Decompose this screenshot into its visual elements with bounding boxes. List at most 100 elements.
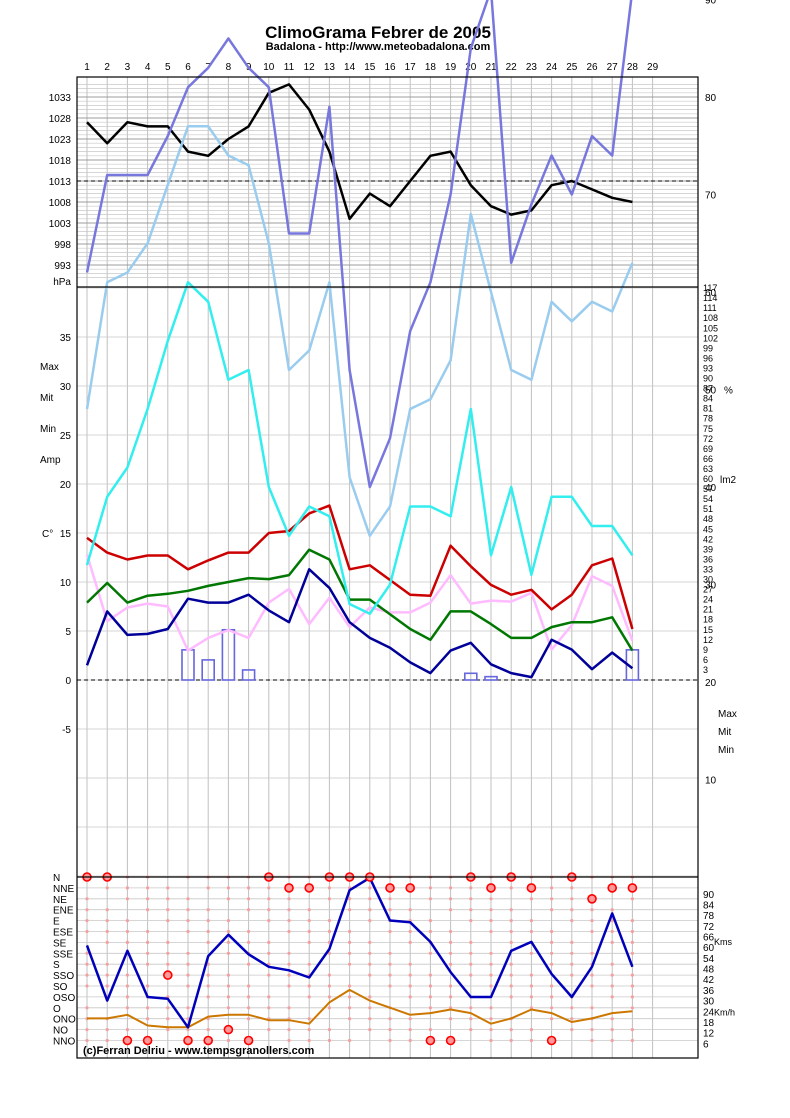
- wind-observation-dot: [509, 929, 513, 934]
- wind-speed-line: [87, 988, 633, 1029]
- rain-tick: 102: [703, 333, 718, 343]
- wind-observation-dot: [348, 940, 352, 945]
- rain-tick: 90: [703, 374, 713, 384]
- wind-observation-dot: [226, 940, 230, 945]
- humidity-legend-mit: Mit: [718, 727, 732, 738]
- wind-observation-dot: [428, 897, 432, 901]
- wind-speed-tick: 60: [703, 943, 715, 954]
- wind-observation-dot: [226, 984, 230, 988]
- wind-observation-dot: [489, 973, 493, 977]
- wind-observation-dot: [287, 984, 291, 988]
- wind-observation-dot: [610, 919, 614, 923]
- wind-observation-dot: [105, 1038, 109, 1043]
- temp-legend-min: Min: [40, 424, 56, 435]
- temp-legend-max: Max: [40, 362, 59, 373]
- wind-observation-dot: [247, 940, 251, 945]
- wind-observation-dot: [287, 962, 291, 966]
- wind-speed-tick: 18: [703, 1018, 715, 1029]
- wind-observation-dot: [105, 886, 109, 890]
- wind-observation-dot: [267, 886, 271, 890]
- wind-observation-dot: [186, 973, 190, 977]
- wind-observation-dot: [590, 984, 594, 988]
- wind-observation-dot: [368, 886, 372, 890]
- wind-observation-dot: [449, 908, 453, 912]
- wind-observation-dot: [186, 1028, 190, 1032]
- wind-observation-dot: [630, 951, 635, 955]
- wind-gust-marker: [243, 1035, 254, 1046]
- wind-observation-dot: [590, 929, 594, 934]
- wind-observation-dot: [206, 929, 210, 934]
- wind-direction-label: NO: [53, 1026, 68, 1037]
- wind-observation-dot: [226, 929, 230, 934]
- rain-tick: 117: [703, 283, 717, 293]
- wind-observation-dot: [327, 951, 331, 955]
- wind-observation-dot: [408, 940, 412, 945]
- wind-observation-dot: [125, 929, 129, 934]
- wind-observation-dot: [610, 962, 614, 966]
- panel-frames: [76, 76, 699, 1059]
- humidity-tick: 30: [705, 581, 717, 592]
- wind-gust-marker: [587, 893, 597, 904]
- pressure-line: [86, 83, 633, 221]
- day-label: 3: [125, 62, 131, 73]
- wind-direction-label: SSO: [53, 971, 74, 982]
- wind-direction-label: ONO: [53, 1015, 76, 1026]
- wind-observation-dot: [85, 951, 89, 955]
- wind-observation-dot: [428, 951, 432, 955]
- wind-gust-marker: [405, 883, 416, 893]
- wind-observation-dot: [206, 984, 210, 988]
- wind-observation-dot: [348, 1017, 352, 1021]
- wind-observation-dot: [368, 1028, 372, 1032]
- wind-speed-tick: 78: [703, 911, 715, 922]
- wind-observation-dot: [590, 919, 594, 923]
- wind-observation-dot: [267, 897, 271, 901]
- day-label: 13: [324, 62, 336, 73]
- wind-observation-dot: [469, 973, 473, 977]
- rain-tick: 9: [703, 645, 708, 655]
- rain-tick: 84: [703, 394, 713, 404]
- wind-observation-dot: [348, 897, 352, 901]
- wind-observation-dot: [166, 962, 170, 966]
- wind-observation-dot: [529, 929, 534, 934]
- wind-observation-dot: [570, 973, 574, 977]
- wind-observation-dot: [570, 897, 574, 901]
- wind-observation-dot: [226, 973, 230, 977]
- wind-observation-dot: [449, 940, 453, 945]
- day-label: 15: [364, 62, 376, 73]
- wind-observation-dot: [469, 1028, 473, 1032]
- wind-observation-dot: [226, 951, 230, 955]
- wind-speed-tick: 48: [703, 965, 715, 976]
- wind-observation-dot: [166, 908, 170, 912]
- temp-tick: 30: [60, 382, 72, 393]
- wind-observation-dot: [449, 962, 453, 966]
- day-label: 8: [226, 62, 232, 73]
- pressure-tick: 1028: [49, 114, 72, 125]
- wind-observation-dot: [570, 962, 574, 966]
- humidity-tick: 70: [705, 191, 717, 202]
- wind-observation-dot: [186, 1017, 190, 1021]
- wind-observation-dot: [85, 897, 89, 901]
- wind-observation-dot: [408, 995, 412, 999]
- day-label: 12: [304, 62, 316, 73]
- wind-observation-dot: [489, 929, 493, 934]
- wind-observation-dot: [287, 973, 291, 977]
- wind-observation-dot: [267, 1006, 271, 1010]
- wind-observation-dot: [85, 1028, 89, 1032]
- wind-observation-dot: [408, 984, 412, 988]
- temp-tick: 20: [60, 480, 72, 491]
- wind-observation-dot: [287, 897, 291, 901]
- wind-observation-dot: [267, 908, 271, 912]
- wind-observation-dot: [550, 940, 554, 945]
- day-label: 20: [465, 62, 477, 73]
- wind-observation-dot: [327, 897, 331, 901]
- wind-observation-dot: [509, 984, 513, 988]
- wind-observation-dot: [469, 1017, 473, 1021]
- rain-tick: 45: [703, 524, 713, 534]
- wind-gust-line: [85, 876, 634, 1029]
- humidity-tick: 80: [705, 93, 717, 104]
- wind-observation-dot: [186, 1006, 190, 1010]
- wind-observation-dot: [590, 1028, 594, 1032]
- wind-observation-dot: [469, 962, 473, 966]
- wind-observation-dot: [368, 1017, 372, 1021]
